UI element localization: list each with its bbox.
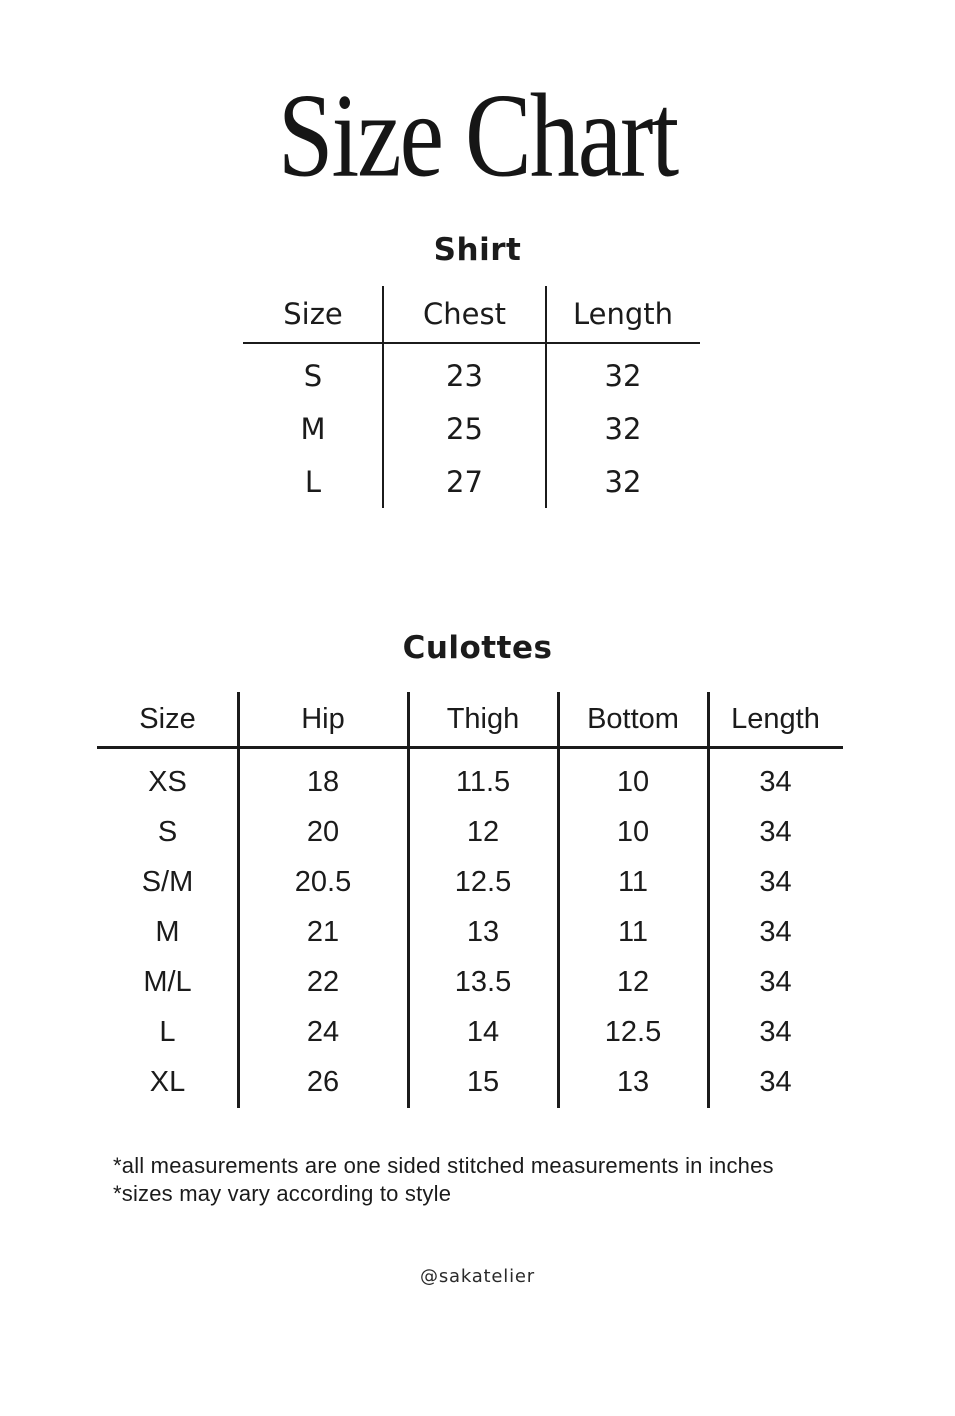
culottes-cell-thigh: 13 — [466, 915, 500, 948]
culottes-table-header-row: Size Hip Thigh Bottom Length — [97, 692, 843, 746]
culottes-table-row: L 24 14 12.5 34 — [97, 1008, 843, 1058]
culottes-table-divider-4 — [707, 692, 710, 1108]
culottes-cell-size: S — [157, 815, 178, 848]
shirt-table: Size Chest Length S 23 32 M 25 32 L 27 3… — [243, 286, 700, 508]
culottes-cell-length: 34 — [759, 1016, 792, 1049]
shirt-table-body: S 23 32 M 25 32 L 27 32 — [243, 344, 700, 508]
shirt-table-row: L 27 32 — [243, 455, 700, 508]
shirt-table-row: M 25 32 — [243, 403, 700, 456]
culottes-table-row: S 20 12 10 34 — [97, 807, 843, 857]
brand-handle: @sakatelier — [420, 1266, 535, 1287]
culottes-cell-size: L — [159, 1016, 176, 1049]
culottes-cell-hip: 24 — [306, 1016, 340, 1049]
culottes-cell-bottom: 11 — [617, 865, 649, 898]
culottes-table-divider-1 — [237, 692, 240, 1108]
page-title: Size Chart — [277, 68, 679, 202]
shirt-cell-length: 32 — [604, 411, 642, 446]
culottes-cell-thigh: 12 — [466, 815, 500, 848]
shirt-table-row: S 23 32 — [243, 350, 700, 403]
culottes-cell-thigh: 13.5 — [454, 966, 512, 999]
shirt-column-header-size: Size — [283, 297, 343, 331]
shirt-cell-size: M — [300, 411, 326, 446]
shirt-cell-size: S — [303, 359, 323, 394]
culottes-cell-size: S/M — [141, 865, 194, 898]
culottes-cell-hip: 26 — [306, 1066, 340, 1099]
culottes-cell-bottom: 13 — [616, 1066, 650, 1099]
shirt-column-header-chest: Chest — [423, 297, 506, 331]
culottes-cell-hip: 20.5 — [294, 865, 352, 898]
culottes-cell-length: 34 — [759, 815, 792, 848]
culottes-table-row: XS 18 11.5 10 34 — [97, 757, 843, 807]
shirt-table-header-rule — [243, 342, 700, 344]
culottes-cell-thigh: 15 — [466, 1066, 500, 1099]
culottes-cell-hip: 22 — [306, 966, 340, 999]
culottes-cell-length: 34 — [759, 765, 792, 798]
footnote-sizes: *sizes may vary according to style — [113, 1181, 452, 1206]
culottes-cell-length: 34 — [759, 1066, 792, 1099]
shirt-cell-chest: 23 — [446, 359, 483, 394]
culottes-table-row: XL 26 15 13 34 — [97, 1058, 843, 1108]
culottes-cell-bottom: 12 — [616, 966, 650, 999]
culottes-cell-length: 34 — [759, 966, 792, 999]
culottes-table-row: M/L 22 13.5 12 34 — [97, 958, 843, 1008]
culottes-cell-hip: 21 — [306, 915, 340, 948]
culottes-table-divider-2 — [407, 692, 410, 1108]
culottes-column-header-thigh: Thigh — [446, 702, 520, 735]
shirt-table-divider-1 — [382, 286, 384, 508]
culottes-table-header-rule — [97, 746, 843, 749]
shirt-table-header-row: Size Chest Length — [243, 286, 700, 342]
culottes-cell-size: M — [155, 915, 180, 948]
culottes-cell-length: 34 — [759, 865, 792, 898]
culottes-cell-thigh: 12.5 — [454, 865, 512, 898]
culottes-column-header-length: Length — [731, 702, 820, 735]
shirt-cell-size: L — [304, 464, 322, 499]
culottes-cell-hip: 20 — [306, 815, 340, 848]
culottes-cell-bottom: 10 — [616, 815, 650, 848]
culottes-cell-size: M/L — [143, 966, 192, 999]
culottes-cell-bottom: 10 — [616, 765, 650, 798]
shirt-table-divider-2 — [545, 286, 547, 508]
culottes-column-header-size: Size — [139, 702, 196, 735]
culottes-cell-length: 34 — [759, 915, 792, 948]
culottes-cell-hip: 18 — [306, 765, 340, 798]
culottes-table-row: M 21 13 11 34 — [97, 907, 843, 957]
culottes-table-body: XS 18 11.5 10 34 S 20 12 10 34 S/M 20.5 … — [97, 749, 843, 1108]
culottes-cell-bottom: 11 — [617, 915, 649, 948]
culottes-heading: Culottes — [402, 630, 553, 666]
shirt-cell-length: 32 — [604, 359, 642, 394]
footnotes: *all measurements are one sided stitched… — [113, 1152, 774, 1208]
culottes-table-row: S/M 20.5 12.5 11 34 — [97, 857, 843, 907]
culottes-cell-thigh: 11.5 — [455, 765, 511, 798]
culottes-cell-size: XS — [148, 765, 187, 798]
culottes-table: Size Hip Thigh Bottom Length XS 18 11.5 … — [97, 692, 843, 1108]
culottes-table-divider-3 — [557, 692, 560, 1108]
culottes-cell-size: XL — [149, 1066, 186, 1099]
footnote-measurements: *all measurements are one sided stitched… — [113, 1153, 774, 1178]
shirt-heading: Shirt — [433, 232, 522, 268]
culottes-column-header-bottom: Bottom — [587, 702, 679, 735]
shirt-cell-chest: 27 — [446, 464, 483, 499]
shirt-cell-chest: 25 — [446, 411, 483, 446]
culottes-cell-thigh: 14 — [466, 1016, 500, 1049]
culottes-column-header-hip: Hip — [301, 702, 345, 735]
shirt-cell-length: 32 — [604, 464, 642, 499]
culottes-cell-bottom: 12.5 — [604, 1016, 662, 1049]
shirt-column-header-length: Length — [572, 297, 674, 331]
